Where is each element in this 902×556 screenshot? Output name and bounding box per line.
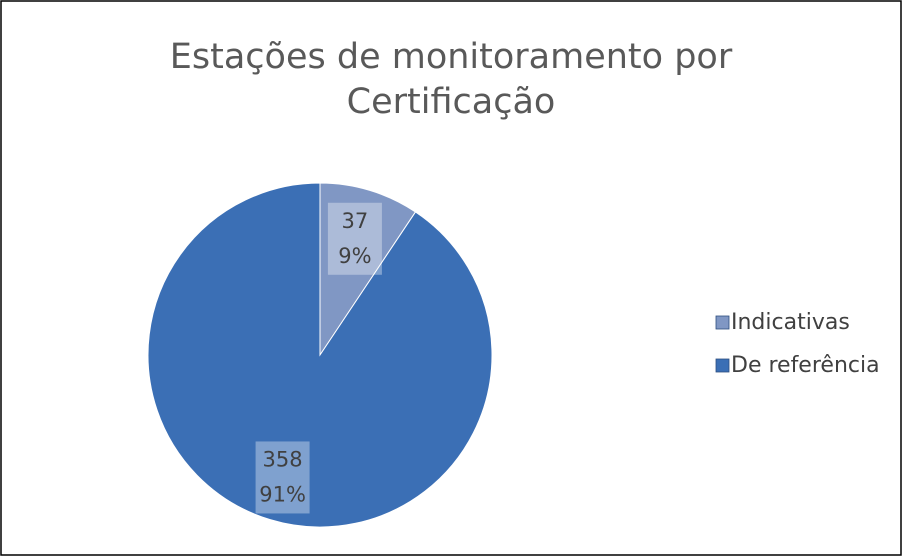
pie-slice bbox=[319, 182, 417, 357]
data-label: 91% bbox=[259, 482, 306, 506]
data-label-background bbox=[255, 441, 310, 514]
legend-label: Indicativas bbox=[731, 310, 850, 335]
legend-swatch bbox=[715, 315, 730, 330]
data-label: 37 bbox=[342, 209, 369, 233]
legend-swatch bbox=[715, 358, 730, 373]
chart-title: Estações de monitoramento por bbox=[170, 37, 733, 77]
chart-title: Certificação bbox=[347, 82, 556, 122]
pie-slice bbox=[147, 182, 493, 528]
legend-label: De referência bbox=[731, 353, 880, 378]
data-label-background bbox=[327, 202, 382, 275]
data-label: 358 bbox=[263, 447, 303, 471]
data-label: 9% bbox=[338, 244, 371, 268]
